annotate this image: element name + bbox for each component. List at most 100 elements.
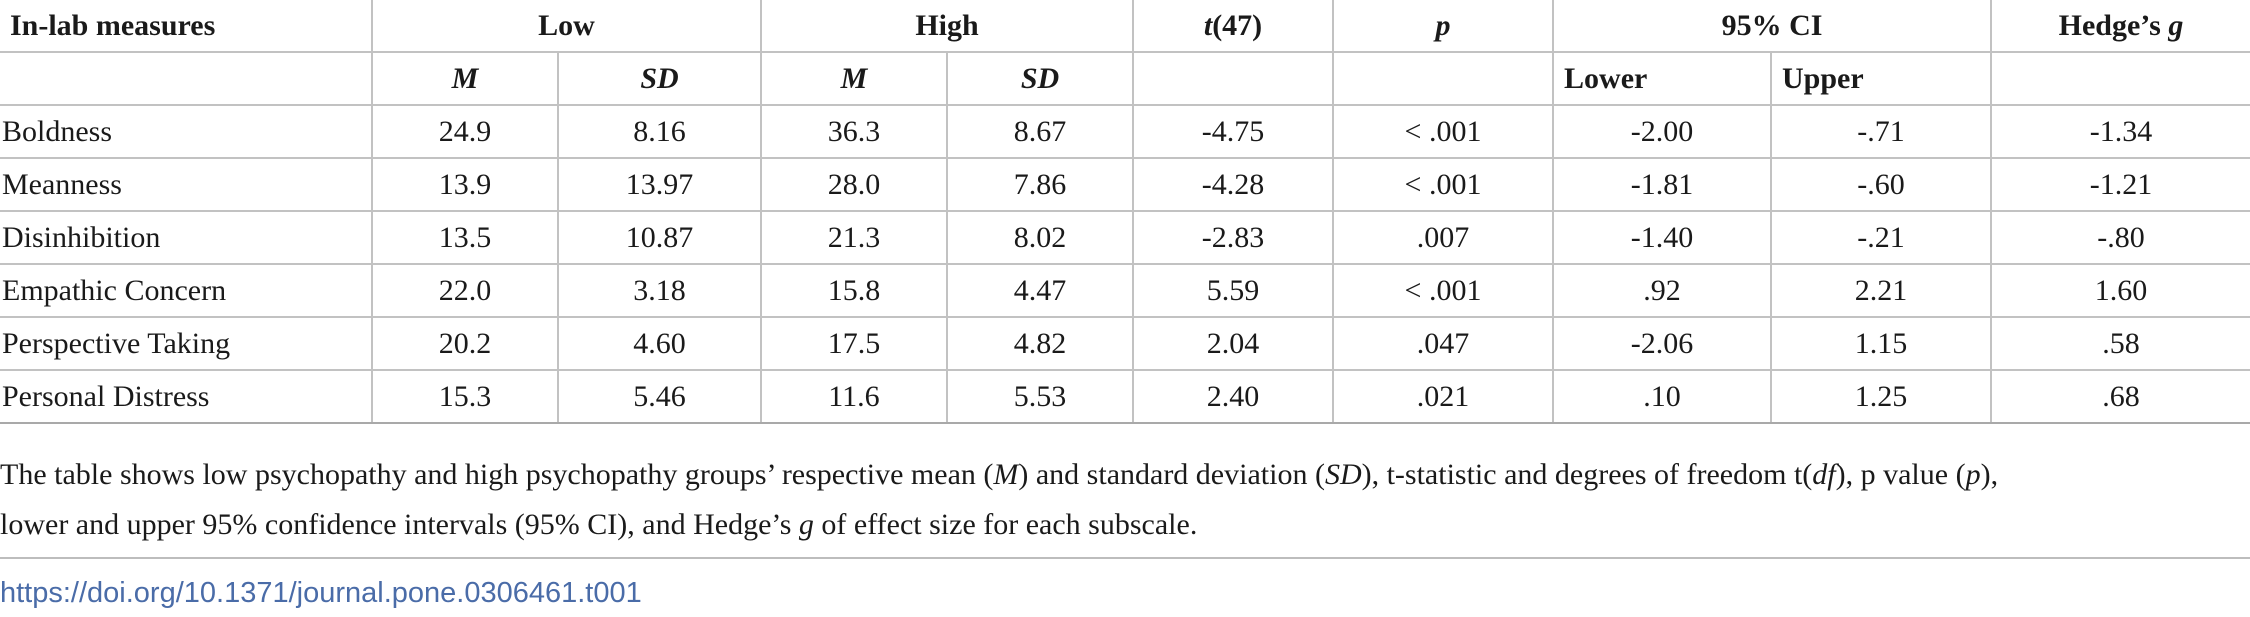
cell-t: -2.83 xyxy=(1132,210,1335,265)
header-blank xyxy=(1132,51,1335,106)
caption-text: ) and standard deviation ( xyxy=(1018,458,1325,491)
cell-hedges-g: -1.21 xyxy=(1990,157,2250,212)
caption-text: ), p value ( xyxy=(1835,458,1966,491)
cell-low-sd: 10.87 xyxy=(557,210,762,265)
header-row-2: M SD M SD Lower Upper xyxy=(0,51,2250,106)
doi-link[interactable]: https://doi.org/10.1371/journal.pone.030… xyxy=(0,577,642,609)
data-table: In-lab measures Low High t(47) p 95% CI … xyxy=(0,0,2250,424)
cell-ci-lower: -1.40 xyxy=(1552,210,1773,265)
cell-ci-upper: -.71 xyxy=(1770,104,1993,159)
table-row: Disinhibition 13.5 10.87 21.3 8.02 -2.83… xyxy=(0,210,2250,265)
header-high-sd: SD xyxy=(945,51,1135,106)
caption-text: of effect size for each subscale. xyxy=(813,508,1198,541)
table-row: Boldness 24.9 8.16 36.3 8.67 -4.75 < .00… xyxy=(0,104,2250,159)
cell-high-m: 11.6 xyxy=(760,369,948,424)
header-ci-lower: Lower xyxy=(1552,51,1773,106)
cell-high-sd: 7.86 xyxy=(945,157,1135,212)
row-label: Disinhibition xyxy=(0,210,373,265)
header-t-df: (47) xyxy=(1212,8,1263,42)
header-high-m: M xyxy=(760,51,948,106)
cell-high-sd: 4.47 xyxy=(945,263,1135,318)
cell-high-m: 15.8 xyxy=(760,263,948,318)
cell-high-m: 21.3 xyxy=(760,210,948,265)
cell-low-sd: 13.97 xyxy=(557,157,762,212)
caption-text: ), t-statistic and degrees of freedom t( xyxy=(1361,458,1813,491)
cell-hedges-g: -.80 xyxy=(1990,210,2250,265)
caption-df: df xyxy=(1812,458,1836,491)
table-row: Perspective Taking 20.2 4.60 17.5 4.82 2… xyxy=(0,316,2250,371)
cell-t: 2.40 xyxy=(1132,369,1335,424)
header-p: p xyxy=(1332,0,1555,53)
row-label: Boldness xyxy=(0,104,373,159)
cell-high-m: 17.5 xyxy=(760,316,948,371)
divider xyxy=(0,557,2250,559)
cell-t: 2.04 xyxy=(1132,316,1335,371)
row-label: Meanness xyxy=(0,157,373,212)
header-blank xyxy=(1990,51,2250,106)
cell-t: -4.75 xyxy=(1132,104,1335,159)
caption-text: lower and upper 95% confidence intervals… xyxy=(0,508,799,541)
cell-hedges-g: -1.34 xyxy=(1990,104,2250,159)
cell-p: .021 xyxy=(1332,369,1555,424)
cell-low-m: 20.2 xyxy=(371,316,559,371)
cell-ci-upper: -.21 xyxy=(1770,210,1993,265)
header-hedges-symbol: g xyxy=(2168,8,2184,42)
header-blank xyxy=(1332,51,1555,106)
header-ci-upper: Upper xyxy=(1770,51,1993,106)
cell-high-sd: 5.53 xyxy=(945,369,1135,424)
header-measures: In-lab measures xyxy=(0,0,373,53)
caption-p: p xyxy=(1965,458,1981,491)
cell-low-m: 22.0 xyxy=(371,263,559,318)
header-hedges-g: Hedge’s g xyxy=(1990,0,2250,53)
cell-high-m: 28.0 xyxy=(760,157,948,212)
cell-low-sd: 3.18 xyxy=(557,263,762,318)
cell-high-sd: 8.02 xyxy=(945,210,1135,265)
cell-ci-upper: 1.25 xyxy=(1770,369,1993,424)
cell-ci-lower: -1.81 xyxy=(1552,157,1773,212)
caption-text: ), xyxy=(1980,458,1999,491)
row-label: Empathic Concern xyxy=(0,263,373,318)
cell-ci-upper: 1.15 xyxy=(1770,316,1993,371)
cell-ci-lower: .92 xyxy=(1552,263,1773,318)
cell-low-m: 24.9 xyxy=(371,104,559,159)
cell-p: < .001 xyxy=(1332,104,1555,159)
header-t: t(47) xyxy=(1132,0,1335,53)
cell-low-m: 15.3 xyxy=(371,369,559,424)
cell-hedges-g: 1.60 xyxy=(1990,263,2250,318)
cell-low-sd: 8.16 xyxy=(557,104,762,159)
header-ci: 95% CI xyxy=(1552,0,1993,53)
cell-t: -4.28 xyxy=(1132,157,1335,212)
cell-ci-lower: -2.06 xyxy=(1552,316,1773,371)
caption-text: The table shows low psychopathy and high… xyxy=(0,458,994,491)
cell-hedges-g: .58 xyxy=(1990,316,2250,371)
row-label: Perspective Taking xyxy=(0,316,373,371)
cell-low-m: 13.5 xyxy=(371,210,559,265)
cell-hedges-g: .68 xyxy=(1990,369,2250,424)
header-t-symbol: t xyxy=(1203,8,1213,42)
header-hedges-prefix: Hedge’s xyxy=(2058,8,2169,42)
cell-p: .047 xyxy=(1332,316,1555,371)
table-row: Empathic Concern 22.0 3.18 15.8 4.47 5.5… xyxy=(0,263,2250,318)
row-label: Personal Distress xyxy=(0,369,373,424)
caption-m: M xyxy=(993,458,1019,491)
cell-low-m: 13.9 xyxy=(371,157,559,212)
header-blank xyxy=(0,51,373,106)
cell-ci-upper: 2.21 xyxy=(1770,263,1993,318)
header-low: Low xyxy=(371,0,762,53)
cell-low-sd: 4.60 xyxy=(557,316,762,371)
table-row: Personal Distress 15.3 5.46 11.6 5.53 2.… xyxy=(0,369,2250,424)
cell-p: .007 xyxy=(1332,210,1555,265)
cell-high-m: 36.3 xyxy=(760,104,948,159)
cell-p: < .001 xyxy=(1332,263,1555,318)
cell-ci-upper: -.60 xyxy=(1770,157,1993,212)
cell-high-sd: 4.82 xyxy=(945,316,1135,371)
header-low-m: M xyxy=(371,51,559,106)
cell-low-sd: 5.46 xyxy=(557,369,762,424)
cell-high-sd: 8.67 xyxy=(945,104,1135,159)
header-row-1: In-lab measures Low High t(47) p 95% CI … xyxy=(0,0,2250,53)
header-low-sd: SD xyxy=(557,51,762,106)
cell-ci-lower: -2.00 xyxy=(1552,104,1773,159)
caption-g: g xyxy=(798,508,814,541)
caption-sd: SD xyxy=(1324,458,1362,491)
